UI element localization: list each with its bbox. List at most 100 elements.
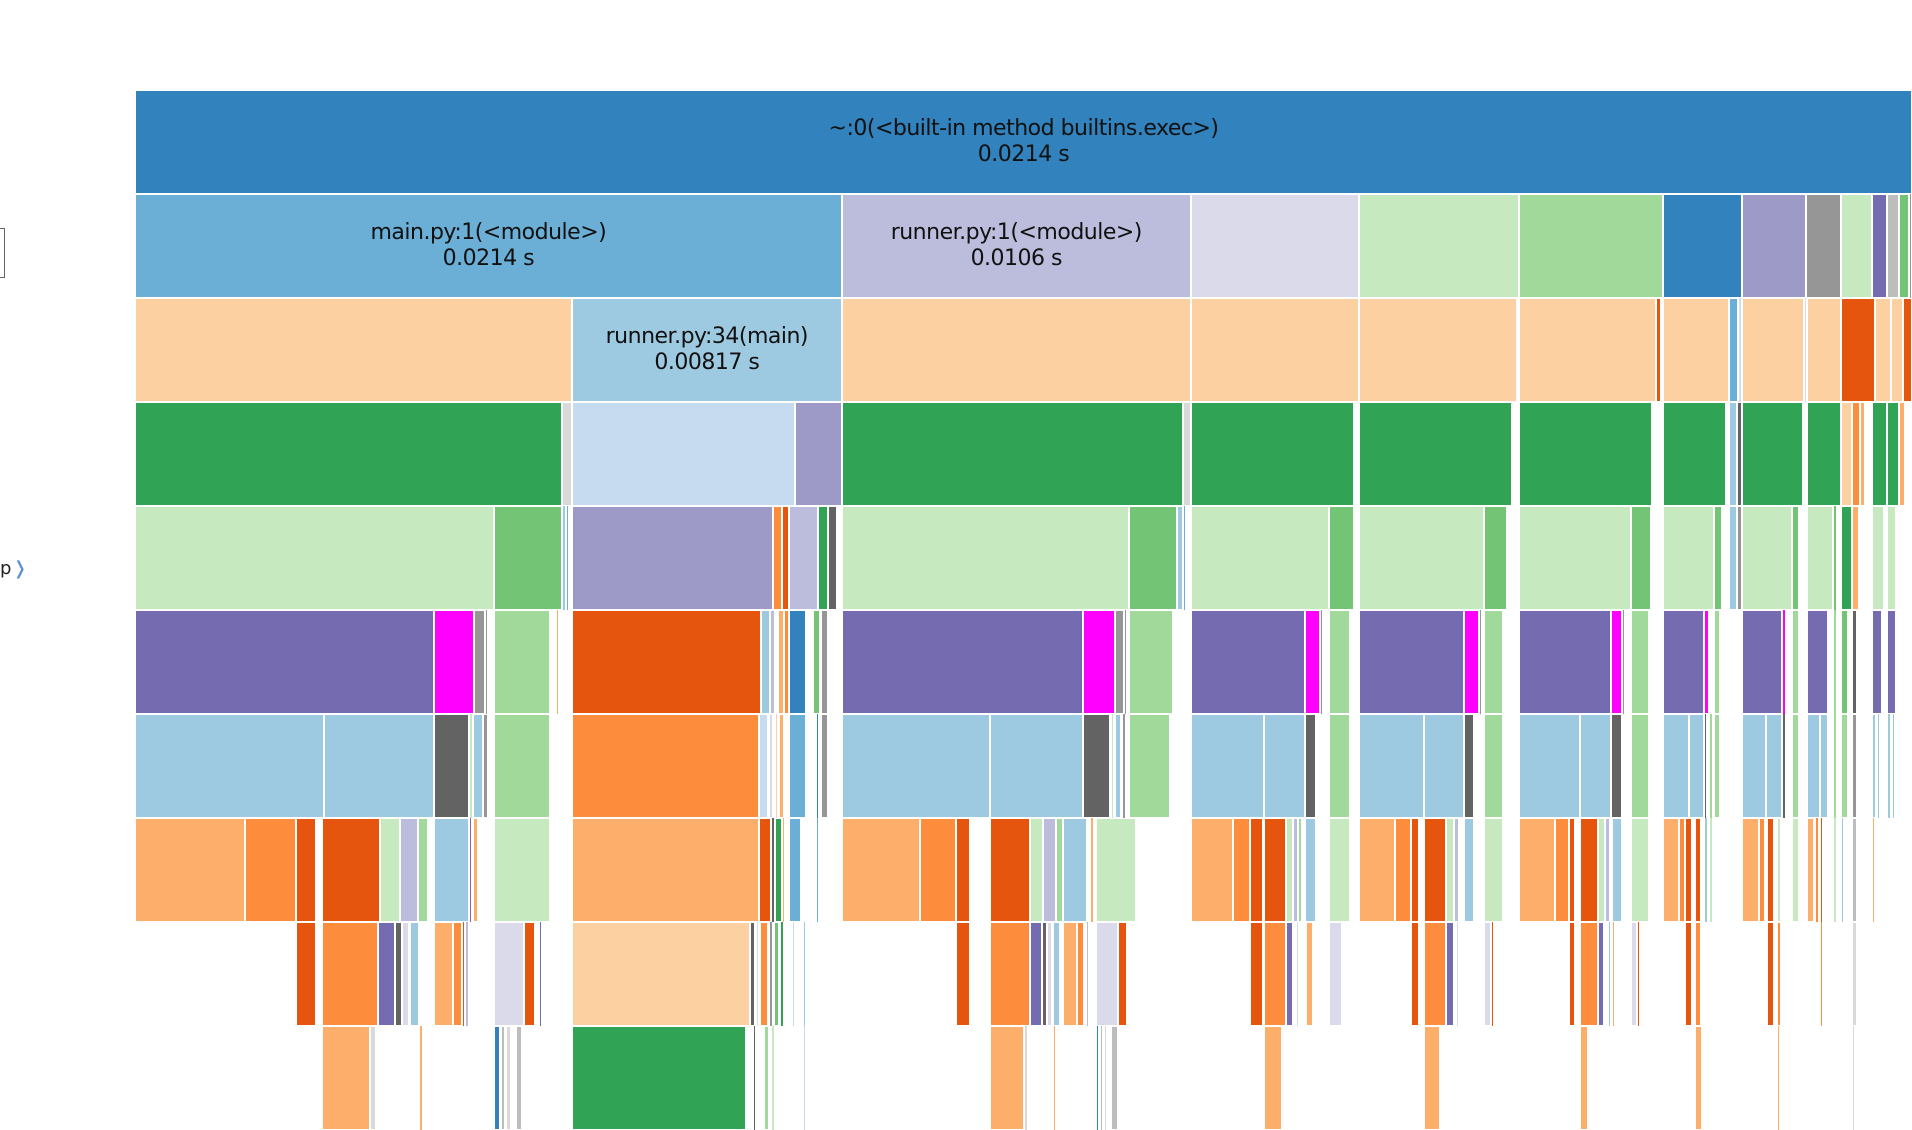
frame-node[interactable] (1483, 506, 1507, 610)
frame-node[interactable] (1702, 922, 1705, 1026)
frame-node[interactable] (1887, 818, 1890, 922)
frame-node[interactable] (1841, 402, 1853, 506)
frame-node[interactable] (1806, 402, 1841, 506)
frame-node[interactable] (1908, 194, 1912, 298)
frame-node[interactable] (493, 1026, 501, 1130)
frame-node[interactable] (1292, 818, 1299, 922)
frame-node[interactable] (1598, 818, 1605, 922)
frame-node[interactable] (1833, 818, 1837, 922)
frame-node[interactable] (1663, 194, 1742, 298)
frame-node[interactable] (1841, 506, 1853, 610)
frame-node[interactable] (1423, 922, 1447, 1026)
frame-node[interactable] (781, 506, 789, 610)
frame-node[interactable] (761, 1026, 764, 1130)
frame-node[interactable] (1569, 818, 1576, 922)
frame-node[interactable] (1872, 506, 1884, 610)
frame-node[interactable] (135, 506, 494, 610)
frame-node[interactable] (1709, 714, 1713, 818)
frame-node[interactable] (324, 714, 435, 818)
frame-node[interactable] (1328, 506, 1355, 610)
frame-node[interactable] (316, 818, 319, 922)
frame-node[interactable] (1580, 714, 1612, 818)
frame-node[interactable] (1887, 714, 1891, 818)
frame-node[interactable] (1616, 922, 1619, 1026)
frame-node[interactable] (781, 818, 786, 922)
frame-node[interactable] (841, 298, 1191, 402)
frame-node[interactable] (1728, 298, 1739, 402)
frame-node[interactable] (1319, 610, 1323, 714)
frame-node[interactable] (769, 610, 775, 714)
frame-node[interactable] (1122, 714, 1126, 818)
frame-node-labeled[interactable]: runner.py:34(main) 0.00817 s (571, 298, 842, 402)
frame-node[interactable] (1875, 298, 1891, 402)
frame-node[interactable] (1181, 610, 1184, 714)
frame-node[interactable] (1052, 922, 1060, 1026)
frame-node[interactable] (493, 610, 550, 714)
frame-node[interactable] (493, 506, 563, 610)
frame-node[interactable] (1598, 922, 1604, 1026)
frame-node[interactable] (1519, 298, 1657, 402)
frame-node[interactable] (1806, 298, 1842, 402)
frame-node[interactable] (1410, 818, 1419, 922)
frame-node[interactable] (1358, 402, 1512, 506)
frame-node[interactable] (1741, 298, 1805, 402)
frame-node[interactable] (461, 1026, 464, 1130)
frame-node[interactable] (395, 922, 403, 1026)
frame-node[interactable] (1806, 610, 1829, 714)
frame-node[interactable] (295, 922, 317, 1026)
frame-node[interactable] (1714, 506, 1722, 610)
frame-node[interactable] (1833, 506, 1837, 610)
frame-node[interactable] (1358, 610, 1464, 714)
frame-node[interactable] (399, 818, 418, 922)
frame-node[interactable] (774, 714, 779, 818)
frame-node[interactable] (1782, 714, 1786, 818)
frame-node[interactable] (1111, 714, 1115, 818)
frame-node[interactable] (1043, 818, 1056, 922)
frame-node[interactable] (1423, 818, 1447, 922)
frame-node[interactable] (818, 506, 829, 610)
frame-node[interactable] (380, 818, 400, 922)
frame-node[interactable] (474, 610, 486, 714)
frame-node[interactable] (1892, 714, 1896, 818)
frame-node[interactable] (1872, 610, 1882, 714)
frame-node[interactable] (1887, 194, 1899, 298)
frame-node[interactable] (1250, 922, 1263, 1026)
frame-node[interactable] (1852, 714, 1858, 818)
frame-node[interactable] (560, 610, 563, 714)
frame-node[interactable] (1887, 506, 1896, 610)
frame-node-labeled[interactable]: main.py:1(<module>) 0.0214 s (135, 194, 842, 298)
frame-node[interactable] (1292, 922, 1296, 1026)
frame-node[interactable] (1899, 402, 1905, 506)
frame-node[interactable] (493, 818, 550, 922)
frame-node[interactable] (1341, 922, 1345, 1026)
frame-node[interactable] (1611, 818, 1623, 922)
frame-node-labeled[interactable]: runner.py:1(<module>) 0.0106 s (841, 194, 1191, 298)
frame-node[interactable] (1791, 714, 1800, 818)
frame-node[interactable] (821, 610, 829, 714)
frame-node[interactable] (571, 610, 762, 714)
frame-node[interactable] (1872, 818, 1875, 922)
frame-node[interactable] (417, 818, 429, 922)
frame-node[interactable] (1286, 818, 1293, 922)
frame-node[interactable] (807, 610, 811, 714)
frame-node[interactable] (1611, 714, 1622, 818)
frame-node[interactable] (1096, 922, 1118, 1026)
frame-node[interactable] (810, 714, 813, 818)
frame-node[interactable] (1264, 818, 1287, 922)
frame-node[interactable] (493, 922, 525, 1026)
frame-node[interactable] (1714, 610, 1721, 714)
frame-node[interactable] (511, 1026, 514, 1130)
frame-node[interactable] (1063, 922, 1077, 1026)
frame-node[interactable] (1519, 818, 1555, 922)
frame-node[interactable] (1083, 1026, 1086, 1130)
frame-node[interactable] (1024, 1026, 1028, 1130)
frame-node[interactable] (1446, 818, 1454, 922)
frame-node[interactable] (1358, 194, 1520, 298)
frame-node[interactable] (764, 1026, 770, 1130)
frame-node[interactable] (1086, 922, 1090, 1026)
frame-node[interactable] (1695, 922, 1701, 1026)
frame-node[interactable] (1327, 1026, 1330, 1130)
frame-node[interactable] (1335, 1026, 1338, 1130)
frame-node[interactable] (1096, 818, 1137, 922)
frame-node[interactable] (1663, 402, 1727, 506)
